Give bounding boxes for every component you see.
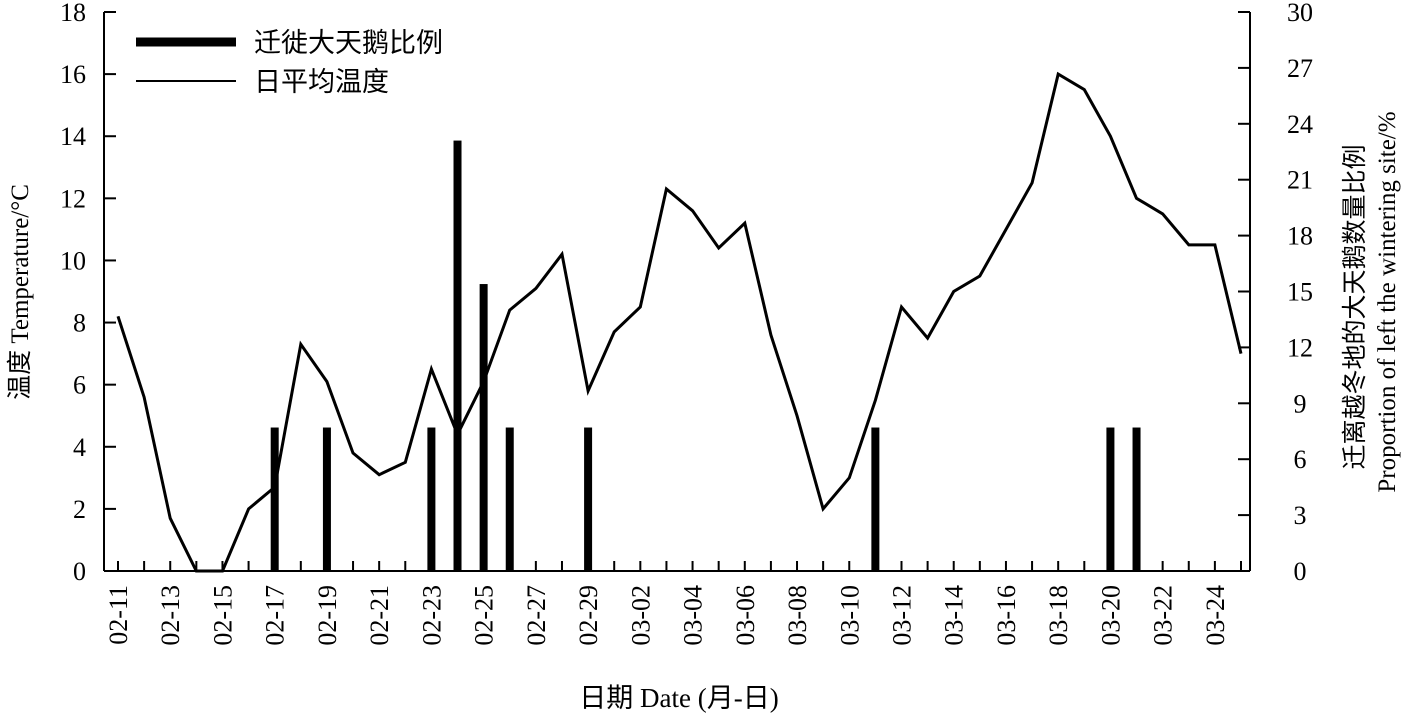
- x-tick-label: 02-27: [522, 585, 551, 646]
- y-left-tick-label: 0: [73, 557, 86, 586]
- y-right-tick-label: 9: [1294, 389, 1307, 418]
- x-tick-label: 03-08: [783, 585, 812, 646]
- y-right-tick-label: 18: [1287, 222, 1313, 251]
- y-right-tick-label: 27: [1287, 54, 1313, 83]
- x-tick-label: 02-15: [208, 585, 237, 646]
- y-right-tick-label: 0: [1294, 557, 1307, 586]
- x-tick-label: 03-14: [940, 585, 969, 646]
- x-tick-label: 02-29: [574, 585, 603, 646]
- y-right-tick-label: 15: [1287, 278, 1313, 307]
- x-tick-label: 03-02: [626, 585, 655, 646]
- bar: [427, 427, 436, 571]
- y-left-tick-label: 16: [60, 60, 86, 89]
- bar: [453, 140, 462, 571]
- bar: [871, 427, 880, 571]
- x-tick-label: 03-20: [1096, 585, 1125, 646]
- y-axis-right-label-line2: Proportion of left the wintering site/%: [1374, 111, 1401, 492]
- y-left-tick-label: 8: [73, 309, 86, 338]
- y-right-tick-label: 24: [1287, 110, 1313, 139]
- x-tick-label: 03-24: [1201, 585, 1230, 646]
- x-tick-label: 02-23: [417, 585, 446, 646]
- y-left-tick-label: 2: [73, 495, 86, 524]
- bar: [1132, 427, 1141, 571]
- legend-bar-label: 迁徙大天鹅比例: [254, 28, 443, 58]
- line-series: [116, 71, 1243, 573]
- y-left-tick-label: 14: [60, 122, 86, 151]
- y-right-tick-label: 12: [1287, 333, 1313, 362]
- x-tick-label: 03-12: [887, 585, 916, 646]
- legend: 迁徙大天鹅比例 日平均温度: [136, 28, 443, 97]
- x-tick-label: 03-18: [1044, 585, 1073, 646]
- y-right-tick-label: 3: [1294, 501, 1307, 530]
- y-left-tick-label: 6: [73, 371, 86, 400]
- x-tick-label: 03-16: [992, 585, 1021, 646]
- x-tick-label: 03-22: [1149, 585, 1178, 646]
- y-left-tick-label: 4: [73, 433, 86, 462]
- bar: [479, 284, 488, 571]
- bar-series: [270, 140, 1141, 571]
- bar: [584, 427, 593, 571]
- x-tick-label: 02-21: [365, 585, 394, 646]
- x-tick-label: 02-11: [104, 585, 133, 645]
- y-axis-left-label: 温度 Temperature/°C: [6, 184, 34, 400]
- x-tick-label: 02-25: [470, 585, 499, 646]
- y-left-tick-label: 12: [60, 184, 86, 213]
- x-tick-label: 03-04: [679, 585, 708, 646]
- bar: [1106, 427, 1115, 571]
- x-tick-label: 02-19: [313, 585, 342, 646]
- y-axis-right-label-line1: 迁离越冬地的大天鹅数量比例: [1341, 144, 1369, 469]
- temperature-line: [116, 71, 1243, 573]
- y-right-tick-label: 21: [1287, 166, 1313, 195]
- x-tick-label: 02-17: [261, 585, 290, 646]
- y-right-tick-label: 30: [1287, 0, 1313, 27]
- y-right-tick-label: 6: [1294, 445, 1307, 474]
- x-tick-label: 02-13: [156, 585, 185, 646]
- x-tick-label: 03-06: [731, 585, 760, 646]
- x-axis-label: 日期 Date (月-日): [579, 683, 778, 713]
- bar: [505, 427, 514, 571]
- y-left-tick-label: 10: [60, 246, 86, 275]
- y-left-tick-label: 18: [60, 0, 86, 27]
- bar: [270, 427, 279, 571]
- legend-line-label: 日平均温度: [254, 67, 389, 97]
- bar: [322, 427, 331, 571]
- x-tick-label: 03-10: [835, 585, 864, 646]
